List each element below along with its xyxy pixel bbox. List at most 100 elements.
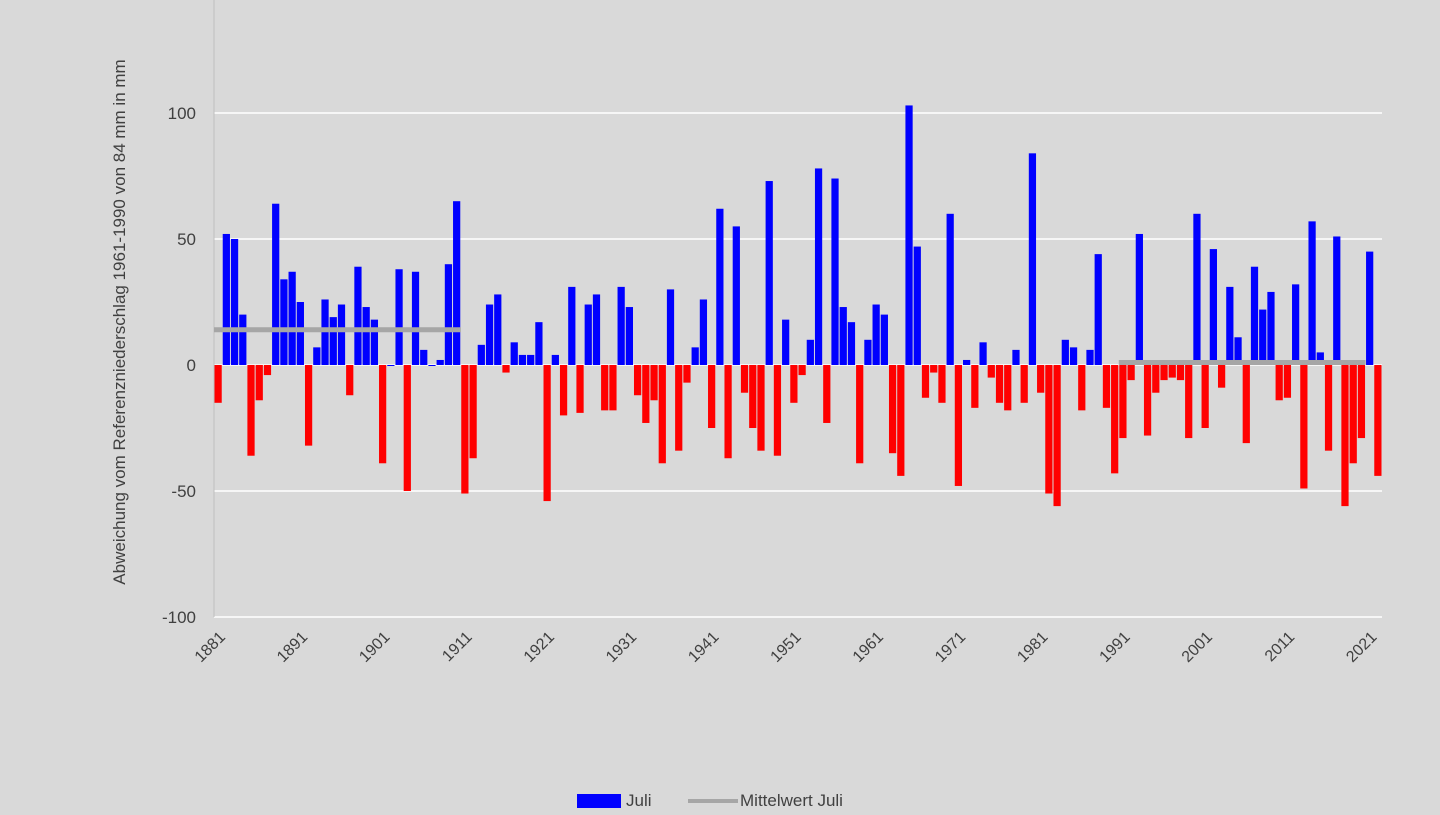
bar-2012 [1292,284,1300,365]
y-tick-label-2: 0 [187,356,196,375]
bar-1991 [1119,365,1127,439]
bar-2000 [1193,213,1201,365]
bar-1981 [1037,365,1045,393]
bar-1956 [831,178,839,365]
bar-1950 [782,319,790,365]
bar-1935 [658,365,666,464]
x-tick-label-1931: 1931 [603,629,640,666]
bar-2015 [1316,352,1324,365]
legend: Juli Mittelwert Juli [577,791,843,810]
bar-1959 [856,365,864,464]
bar-2006 [1242,365,1250,444]
x-tick-label-1961: 1961 [850,629,887,666]
bar-1941 [708,365,716,428]
bar-1900 [370,319,379,365]
bar-1961 [872,304,880,365]
bar-1885 [247,365,255,456]
bar-1982 [1045,365,1053,494]
bar-1993 [1135,233,1143,365]
bar-2007 [1250,266,1259,365]
bar-1930 [617,286,625,365]
bar-1920 [535,322,543,365]
bar-2011 [1283,365,1292,398]
bar-1893 [313,347,321,365]
bar-1916 [502,365,510,373]
bar-1913 [477,344,485,365]
x-tick-label-1941: 1941 [685,629,722,666]
bar-1883 [230,239,239,365]
bar-1903 [395,269,403,365]
bar-1901 [379,365,387,464]
bar-1896 [337,304,346,365]
bar-1963 [888,365,897,454]
bar-1957 [839,307,847,365]
bar-1974 [979,342,987,365]
bar-1988 [1094,254,1102,365]
bar-1899 [362,307,370,365]
x-tick-labels: 1881 1891 1901 1911 1921 1931 1941 1951 1961 1971… [192,629,1381,666]
bar-1891 [296,302,304,365]
y-tick-label-0: 100 [168,104,196,123]
bar-1960 [864,339,872,365]
bar-1923 [559,365,568,416]
bar-1962 [880,314,888,365]
bar-1906 [420,349,428,365]
bar-1882 [222,233,230,365]
bar-1915 [494,294,502,365]
bar-2020 [1357,365,1366,439]
bar-1904 [403,365,411,491]
x-tick-label-1881: 1881 [192,629,229,666]
bar-1933 [642,365,650,423]
bar-1980 [1028,153,1037,365]
bar-1902 [387,365,395,366]
bar-1948 [765,181,773,365]
y-tick-labels: 100 50 0 -50 -100 [162,104,196,627]
bar-2019 [1349,365,1357,464]
bar-1939 [691,347,699,365]
mean-lines [214,327,1366,365]
bar-1945 [740,365,749,393]
bar-1940 [699,299,708,365]
y-axis-label: Abweichung vom Referenzniederschlag 1961… [110,59,129,584]
bar-2005 [1234,337,1242,365]
bar-1909 [444,264,453,365]
bar-2013 [1300,365,1308,489]
bar-2018 [1341,365,1349,507]
bar-1994 [1143,365,1152,436]
bar-1987 [1086,349,1094,365]
bar-2010 [1275,365,1283,401]
bar-1978 [1012,349,1020,365]
x-tick-label-1951: 1951 [768,629,805,666]
bar-2009 [1267,291,1275,365]
bar-2022 [1374,365,1382,476]
bar-1975 [987,365,995,378]
bar-1921 [543,365,551,502]
bar-1929 [609,365,617,411]
bar-1898 [354,266,362,365]
bar-1972 [963,359,971,365]
bar-1958 [847,322,856,365]
bar-1952 [798,365,806,376]
bar-1897 [346,365,354,396]
x-tick-label-1921: 1921 [521,629,558,666]
bar-1955 [823,365,831,423]
bar-1927 [592,294,601,365]
bar-1996 [1160,365,1168,381]
bar-1895 [329,317,337,365]
bar-1984 [1061,339,1069,365]
bar-1944 [732,226,740,365]
bar-1997 [1168,365,1176,378]
bar-1995 [1152,365,1160,393]
bar-1932 [633,365,642,396]
bar-1934 [650,365,658,401]
bar-1938 [683,365,691,383]
bar-1936 [666,289,675,365]
bar-2017 [1333,236,1341,365]
x-tick-label-1991: 1991 [1097,629,1134,666]
bar-1968 [930,365,938,373]
bar-1954 [814,168,823,365]
bar-1892 [304,365,313,446]
y-tick-label-4: -100 [162,608,196,627]
bar-2004 [1226,286,1234,365]
bar-1973 [971,365,979,408]
